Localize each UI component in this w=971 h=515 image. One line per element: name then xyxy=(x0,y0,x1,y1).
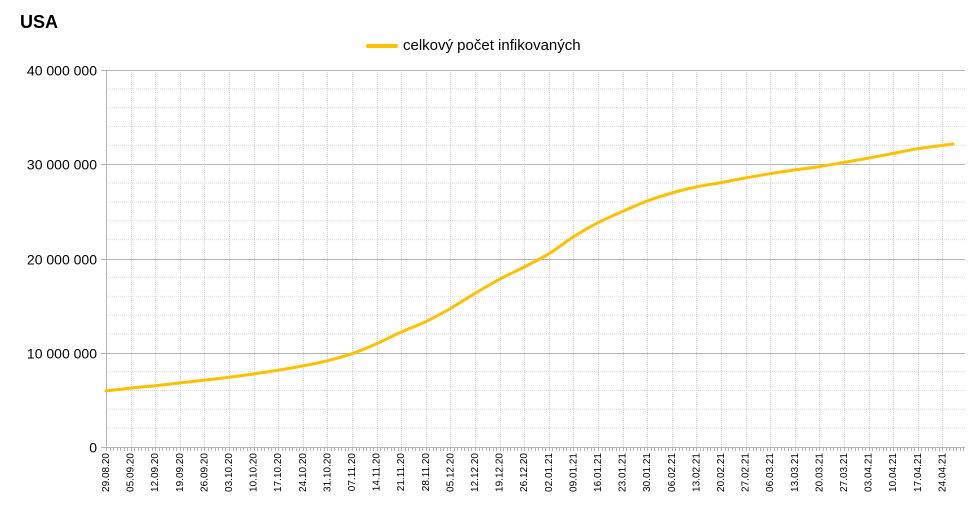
y-tick-label: 0 xyxy=(89,440,97,456)
y-tick-label: 30 000 000 xyxy=(27,157,97,173)
y-tick-labels: 0 10 000 000 20 000 000 30 000 000 40 000 00… xyxy=(27,63,97,456)
x-tick-label: 09.01.21 xyxy=(568,453,579,492)
x-tick-label: 27.02.21 xyxy=(741,453,752,492)
chart-title: USA xyxy=(20,12,59,32)
x-tick-label: 12.12.20 xyxy=(470,453,481,492)
x-tick-label: 02.01.21 xyxy=(544,453,555,492)
x-tick-label: 03.04.21 xyxy=(864,453,875,492)
x-tick-label: 16.01.21 xyxy=(593,453,604,492)
axes xyxy=(106,70,965,451)
y-tick-label: 20 000 000 xyxy=(27,252,97,268)
x-tick-label: 17.04.21 xyxy=(913,453,924,492)
x-tick-label: 29.08.20 xyxy=(101,453,112,492)
x-tick-label: 24.04.21 xyxy=(937,453,948,492)
series-layer xyxy=(104,142,955,393)
x-tick-label: 26.09.20 xyxy=(199,453,210,492)
x-tick-label: 31.10.20 xyxy=(322,453,333,492)
x-tick-label: 05.12.20 xyxy=(445,453,456,492)
x-tick-label: 26.12.20 xyxy=(519,453,530,492)
x-tick-label: 27.03.21 xyxy=(839,453,850,492)
x-tick-label: 20.02.21 xyxy=(716,453,727,492)
x-tick-label: 13.03.21 xyxy=(790,453,801,492)
series-line xyxy=(104,142,955,393)
legend-label: celkový počet infikovaných xyxy=(403,37,581,54)
x-tick-label: 05.09.20 xyxy=(126,453,137,492)
minor-grid xyxy=(106,70,965,447)
x-tick-label: 07.11.20 xyxy=(347,453,358,492)
y-tick-label: 10 000 000 xyxy=(27,346,97,362)
x-tick-label: 12.09.20 xyxy=(150,453,161,492)
legend-swatch xyxy=(366,43,398,48)
x-tick-label: 13.02.21 xyxy=(691,453,702,492)
x-tick-label: 03.10.20 xyxy=(224,453,235,492)
x-tick-label: 21.11.20 xyxy=(396,453,407,492)
legend: celkový počet infikovaných xyxy=(366,37,581,54)
x-tick-label: 30.01.21 xyxy=(642,453,653,492)
x-tick-label: 19.09.20 xyxy=(175,453,186,492)
x-tick-label: 06.02.21 xyxy=(667,453,678,492)
x-tick-label: 24.10.20 xyxy=(298,453,309,492)
x-tick-label: 10.10.20 xyxy=(249,453,260,492)
x-tick-label: 14.11.20 xyxy=(372,453,383,492)
x-tick-label: 28.11.20 xyxy=(421,453,432,492)
x-tick-labels: 29.08.20 05.09.20 12.09.20 19.09.20 26.09.20… xyxy=(101,453,948,492)
x-tick-label: 23.01.21 xyxy=(618,453,629,492)
x-tick-label: 17.10.20 xyxy=(273,453,284,492)
x-tick-label: 20.03.21 xyxy=(814,453,825,492)
y-tick-label: 40 000 000 xyxy=(27,63,97,79)
x-tick-label: 10.04.21 xyxy=(888,453,899,492)
x-tick-label: 06.03.21 xyxy=(765,453,776,492)
x-tick-label: 19.12.20 xyxy=(495,453,506,492)
